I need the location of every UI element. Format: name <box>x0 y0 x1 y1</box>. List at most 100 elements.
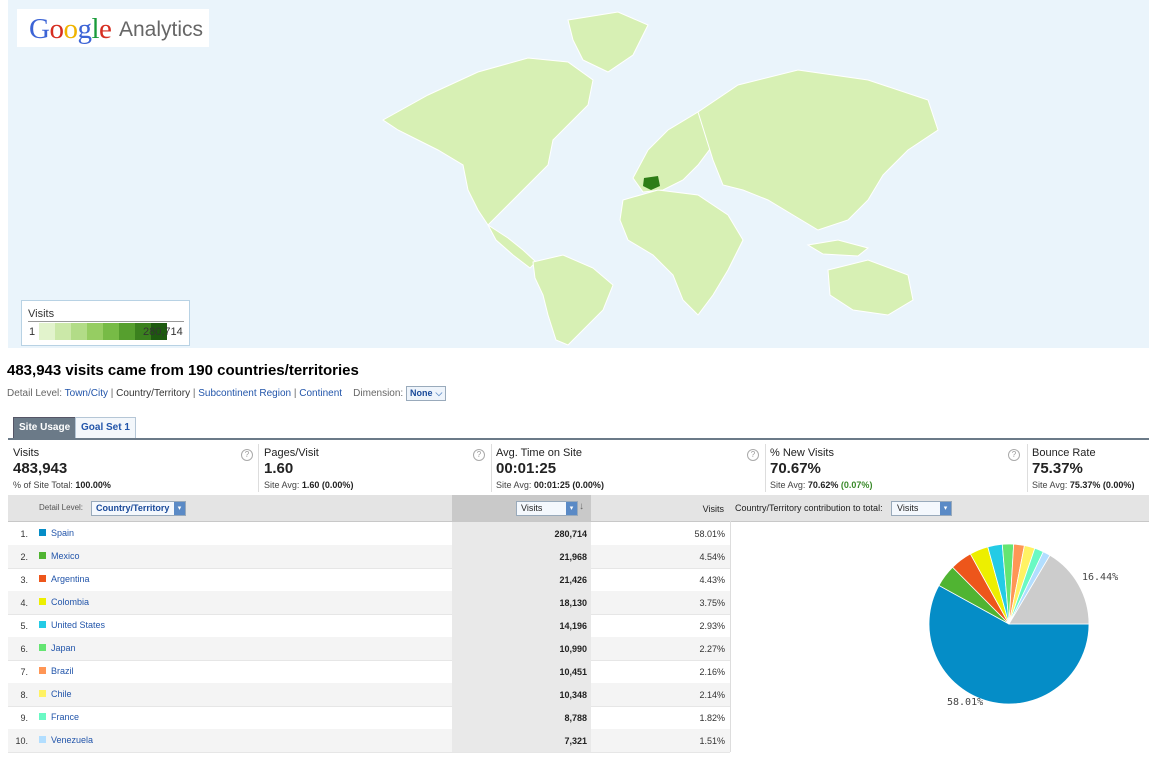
stat-value: 00:01:25 <box>496 460 557 477</box>
table-row: 6. Japan 10,990 2.27% <box>8 637 730 661</box>
table-detail-select-value: Country/Territory <box>96 503 170 513</box>
country-link[interactable]: Brazil <box>51 666 74 676</box>
world-map[interactable]: Google Analytics Visits 1 280,714 <box>8 0 1149 348</box>
help-icon[interactable]: ? <box>1008 449 1020 461</box>
stat-sub-prefix: Site Avg: <box>1032 480 1068 490</box>
stat-sub-value: 1.60 <box>301 480 320 490</box>
legend-color-step <box>151 323 167 340</box>
stat-sub: % of Site Total: 100.00% <box>13 480 111 490</box>
map-asia[interactable] <box>697 69 939 231</box>
tab-site-usage[interactable]: Site Usage <box>13 417 77 439</box>
stat-value: 1.60 <box>264 460 294 477</box>
visits-cell: 10,990 <box>452 637 591 660</box>
tab-goal-set-1[interactable]: Goal Set 1 <box>75 417 136 438</box>
country-link[interactable]: Japan <box>51 643 76 653</box>
visits-cell: 21,968 <box>452 545 591 568</box>
visits-value: 18,130 <box>559 598 587 608</box>
divider <box>765 444 766 492</box>
stat-value: 75.37% <box>1032 460 1083 477</box>
stat-pages-visit: Pages/Visit 1.60 Site Avg: 1.60 (0.00%) … <box>259 440 491 496</box>
logo-analytics: Analytics <box>119 18 204 41</box>
stat-sub-delta: (0.07%) <box>840 480 873 490</box>
google-analytics-logo: Google Analytics <box>17 9 209 47</box>
sort-descending-icon: ↓ <box>579 501 584 512</box>
map-central-america <box>487 224 537 269</box>
country-link[interactable]: Venezuela <box>51 735 94 745</box>
color-swatch <box>39 644 46 651</box>
contribution-label: Country/Territory contribution to total: <box>735 503 883 513</box>
row-number: 5. <box>20 621 28 631</box>
color-swatch <box>39 552 46 559</box>
color-swatch <box>39 736 46 743</box>
row-number: 4. <box>20 598 28 608</box>
visits-value: 7,321 <box>564 736 587 746</box>
country-link[interactable]: France <box>51 712 80 722</box>
map-legend: Visits 1 280,714 <box>21 300 190 346</box>
pie-label-major: 58.01% <box>947 697 984 708</box>
dimension-select-value: None <box>409 388 433 398</box>
stat-sub-value: 00:01:25 <box>533 480 570 490</box>
legend-color-step <box>55 323 71 340</box>
chevron-down-icon: ▾ <box>940 502 951 515</box>
divider <box>1027 444 1028 492</box>
legend-color-step <box>135 323 151 340</box>
help-icon[interactable]: ? <box>241 449 253 461</box>
visits-percent: 4.54% <box>699 552 725 562</box>
table-row: 4. Colombia 18,130 3.75% <box>8 591 730 615</box>
country-link[interactable]: Argentina <box>51 574 90 584</box>
help-icon[interactable]: ? <box>473 449 485 461</box>
visits-percent: 3.75% <box>699 598 725 608</box>
detail-continent-link[interactable]: Continent <box>299 388 343 399</box>
legend-min: 1 <box>29 326 36 338</box>
visits-percent: 4.43% <box>699 575 725 585</box>
pie-slice-other[interactable] <box>1008 554 1090 625</box>
map-north-america[interactable] <box>382 57 594 226</box>
visits-cell: 10,348 <box>452 683 591 706</box>
visits-value: 14,196 <box>559 621 587 631</box>
detail-subcontinent-link[interactable]: Subcontinent Region <box>198 388 292 399</box>
map-africa[interactable] <box>619 189 744 316</box>
country-link[interactable]: Spain <box>51 528 75 538</box>
map-indonesia <box>806 239 870 257</box>
visits-percent: 2.93% <box>699 621 725 631</box>
color-swatch <box>39 598 46 605</box>
country-link[interactable]: Chile <box>51 689 72 699</box>
visits-value: 8,788 <box>564 713 587 723</box>
visits-value: 21,968 <box>559 552 587 562</box>
visits-percent: 2.16% <box>699 667 725 677</box>
map-australia[interactable] <box>827 259 914 316</box>
contribution-select[interactable]: Visits ▾ <box>891 501 952 516</box>
legend-color-scale <box>39 323 167 340</box>
stat-sub: Site Avg: 1.60 (0.00%) <box>264 480 353 490</box>
country-link[interactable]: Colombia <box>51 597 90 607</box>
table-row: 10. Venezuela 7,321 1.51% <box>8 729 730 753</box>
stat-sub-prefix: Site Avg: <box>264 480 300 490</box>
row-number: 9. <box>20 713 28 723</box>
help-icon[interactable]: ? <box>747 449 759 461</box>
visits-cell: 21,426 <box>452 568 591 591</box>
pie-slice-spain[interactable] <box>928 584 1090 705</box>
table-header-visits-pct: Visits <box>591 495 730 522</box>
map-south-america[interactable] <box>532 254 614 346</box>
stat-sub-prefix: Site Avg: <box>770 480 806 490</box>
sort-metric-select[interactable]: Visits ▾ <box>516 501 578 516</box>
dimension-select[interactable]: None ⌵ <box>405 386 447 401</box>
country-link[interactable]: Mexico <box>51 551 80 561</box>
detail-town-link[interactable]: Town/City <box>64 388 108 399</box>
pie-chart <box>928 543 1090 705</box>
table-row: 8. Chile 10,348 2.14% <box>8 683 730 707</box>
row-number: 2. <box>20 552 28 562</box>
table-detail-select[interactable]: Country/Territory ▾ <box>91 501 186 516</box>
stat-sub: Site Avg: 70.62% (0.07%) <box>770 480 872 490</box>
table-header-visits-sorted[interactable]: Visits ▾ ↓ <box>452 495 591 522</box>
stat-sub-delta: (0.00%) <box>321 480 354 490</box>
map-spain[interactable] <box>643 176 660 190</box>
stat-sub-value: 70.62% <box>807 480 839 490</box>
table-row: 5. United States 14,196 2.93% <box>8 614 730 638</box>
row-number: 7. <box>20 667 28 677</box>
logo-google: Google <box>29 13 112 45</box>
country-link[interactable]: United States <box>51 620 106 630</box>
table-row: 9. France 8,788 1.82% <box>8 706 730 730</box>
visits-percent: 2.14% <box>699 690 725 700</box>
legend-color-step <box>87 323 103 340</box>
